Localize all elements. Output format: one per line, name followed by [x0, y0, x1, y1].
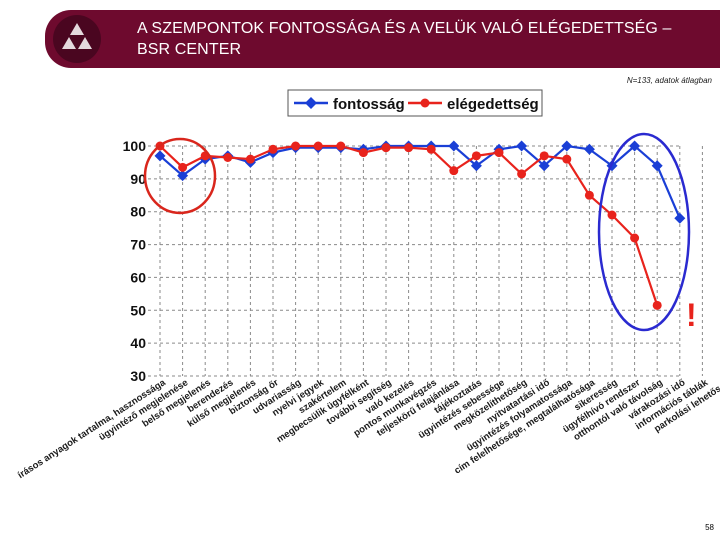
y-tick-label: 50 [130, 302, 146, 318]
data-point-elegedettseg [313, 141, 323, 151]
y-tick-label: 60 [130, 269, 146, 285]
data-point-elegedettseg [630, 233, 640, 243]
data-point-fontossag [651, 160, 663, 172]
data-point-fontossag [448, 140, 460, 152]
data-point-fontossag [629, 140, 641, 152]
data-point-elegedettseg [471, 151, 481, 161]
data-point-elegedettseg [449, 166, 459, 176]
data-point-elegedettseg [584, 190, 594, 200]
page-number: 58 [705, 523, 714, 532]
data-point-elegedettseg [404, 143, 414, 153]
data-point-elegedettseg [517, 169, 527, 179]
data-point-fontossag [154, 150, 166, 162]
header-bar [45, 10, 720, 68]
data-point-elegedettseg [336, 141, 346, 151]
y-tick-label: 70 [130, 237, 146, 253]
y-tick-label: 90 [130, 171, 146, 187]
data-point-elegedettseg [652, 300, 662, 310]
data-point-fontossag [470, 160, 482, 172]
data-point-fontossag [561, 140, 573, 152]
data-point-elegedettseg [381, 143, 391, 153]
data-point-elegedettseg [245, 154, 255, 164]
data-point-fontossag [583, 143, 595, 155]
data-point-elegedettseg [607, 210, 617, 220]
data-point-elegedettseg [426, 144, 436, 154]
triangle-logo-icon [53, 15, 101, 63]
highlight-circle-red [143, 137, 217, 215]
title-line-2: BSR CENTER [137, 41, 242, 58]
exclamation-mark: ! [686, 297, 697, 333]
data-point-fontossag [516, 140, 528, 152]
data-point-elegedettseg [291, 141, 301, 151]
sample-note: N=133, adatok átlagban [626, 76, 712, 85]
data-point-elegedettseg [223, 153, 233, 162]
data-point-elegedettseg [562, 154, 572, 164]
y-tick-label: 30 [130, 368, 146, 384]
legend-marker-fontossag [305, 97, 317, 109]
data-point-elegedettseg [539, 151, 549, 161]
data-point-elegedettseg [268, 144, 278, 154]
data-point-fontossag [538, 160, 550, 172]
data-point-elegedettseg [178, 162, 188, 172]
y-tick-label: 40 [130, 335, 146, 351]
data-point-elegedettseg [358, 148, 368, 158]
legend-marker-elegedettseg [420, 98, 430, 108]
y-tick-label: 80 [130, 204, 146, 220]
legend-label-fontossag: fontosság [333, 96, 405, 113]
title-line-1: A SZEMPONTOK FONTOSSÁGA ÉS A VELÜK VALÓ … [137, 20, 672, 37]
y-tick-label: 100 [123, 138, 147, 154]
data-point-fontossag [674, 212, 686, 224]
data-point-elegedettseg [494, 148, 504, 158]
legend-label-elegedettseg: elégedettség [447, 96, 539, 113]
data-point-fontossag [177, 170, 189, 182]
legend-box [287, 89, 543, 117]
highlight-circle-blue [597, 132, 691, 332]
page-title: A SZEMPONTOK FONTOSSÁGA ÉS A VELÜK VALÓ … [137, 18, 707, 60]
